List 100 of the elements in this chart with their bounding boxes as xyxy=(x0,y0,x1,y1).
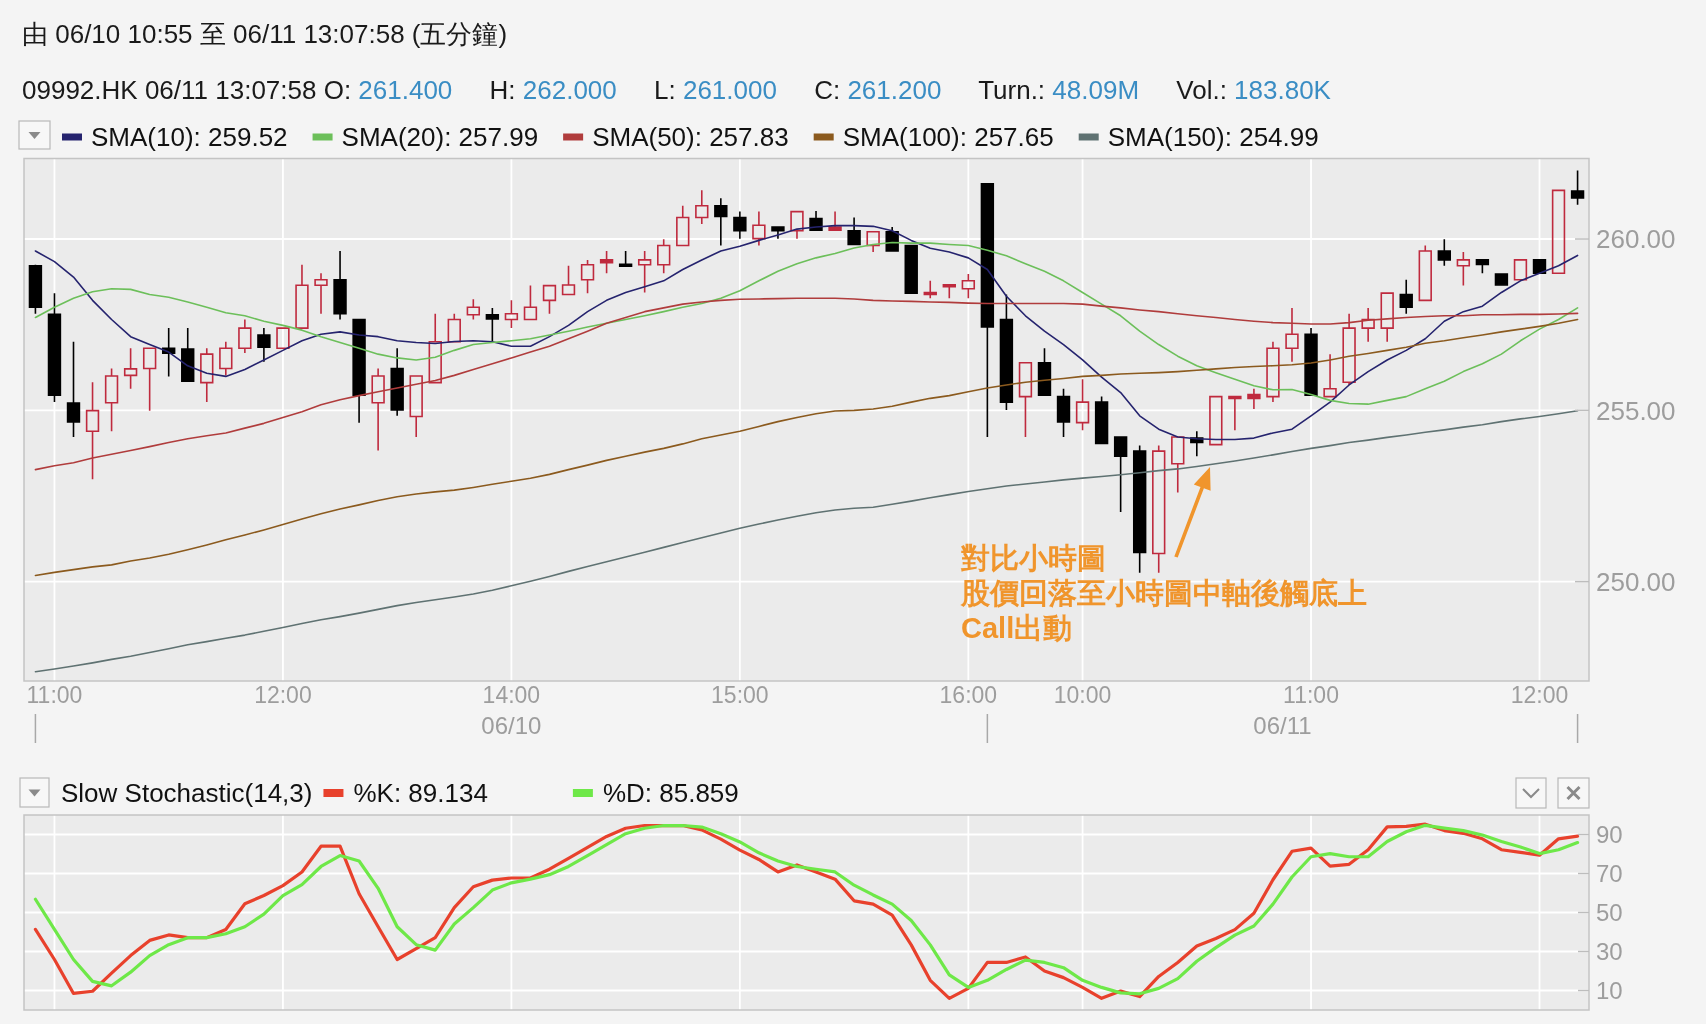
legend-label: SMA(10): 259.52 xyxy=(91,122,288,152)
candlestick xyxy=(885,226,899,252)
candlestick xyxy=(523,284,538,321)
candlestick xyxy=(866,231,880,253)
text: 06/10 xyxy=(481,712,542,739)
annotation: 股價回落至小時圖中軸後觸底上 xyxy=(960,577,1367,609)
candlestick xyxy=(123,347,138,390)
candlestick xyxy=(847,216,861,246)
text: 09992.HK 06/11 13:07:58 O: 261.400 H: 262.000 L: 261.000 C: 261.200 Turn.: 48.09M Vol.: 183.80K xyxy=(22,75,1331,105)
annotation: 對比小時圖 xyxy=(960,542,1106,574)
candlestick xyxy=(1532,259,1547,275)
candlestick xyxy=(371,367,385,452)
candlestick xyxy=(1570,169,1585,206)
y-tick-label: 260.00 xyxy=(1596,224,1676,255)
candlestick xyxy=(219,341,233,377)
candlestick xyxy=(1209,395,1223,446)
y-tick-label: 70 xyxy=(1596,860,1623,888)
candlestick xyxy=(1304,327,1318,397)
candlestick xyxy=(1132,444,1147,574)
candlestick xyxy=(66,341,81,438)
candlestick xyxy=(1323,353,1337,398)
candlestick xyxy=(352,318,366,424)
candlestick xyxy=(1113,436,1128,513)
candlestick xyxy=(104,367,119,433)
candlestick xyxy=(599,250,614,275)
candlestick xyxy=(961,273,976,300)
candlestick xyxy=(428,312,442,384)
candlestick xyxy=(1342,312,1356,386)
candlestick xyxy=(466,298,481,321)
candlestick xyxy=(409,375,423,438)
line-series xyxy=(34,318,1579,577)
candlestick xyxy=(295,263,309,329)
candlestick xyxy=(1361,307,1375,343)
x-tick-label: 16:00 xyxy=(939,682,998,708)
annotation: Call出動 xyxy=(961,612,1073,644)
x-tick-label: 12:00 xyxy=(254,682,312,708)
candlestick xyxy=(485,307,500,343)
legend-label: %D: 85.859 xyxy=(602,778,739,808)
x-tick-label: 10:00 xyxy=(1053,682,1112,708)
candlestick xyxy=(85,381,100,480)
x-tick-label: 11:00 xyxy=(26,682,83,708)
candlestick xyxy=(181,327,195,382)
candlestick xyxy=(1418,244,1432,302)
candlestick xyxy=(47,292,62,403)
candlestick xyxy=(257,327,271,363)
chart-title: 由 06/10 10:55 至 06/11 13:07:58 (五分鐘) xyxy=(22,19,508,49)
y-tick-label: 90 xyxy=(1596,821,1623,849)
candlestick xyxy=(695,189,709,225)
candlestick xyxy=(637,250,652,294)
candlestick xyxy=(238,318,252,354)
candlestick xyxy=(1094,395,1109,445)
line-series xyxy=(34,224,1579,441)
x-tick-label: 14:00 xyxy=(482,682,541,708)
y-tick-label: 50 xyxy=(1596,899,1623,927)
line-series xyxy=(34,409,1579,673)
legend-label: SMA(50): 257.83 xyxy=(592,122,789,152)
candlestick xyxy=(618,250,633,268)
candlestick xyxy=(1513,259,1528,282)
candlestick xyxy=(504,299,519,329)
y-tick-label: 250.00 xyxy=(1596,567,1676,597)
candlestick xyxy=(923,280,937,300)
candlestick xyxy=(1056,387,1071,438)
candlestick xyxy=(142,347,157,412)
candlestick xyxy=(1171,436,1185,494)
candlestick xyxy=(1285,307,1299,363)
legend-label: SMA(100): 257.65 xyxy=(842,122,1054,152)
candlestick xyxy=(1152,444,1166,574)
candlestick xyxy=(1494,273,1509,286)
line-series xyxy=(34,241,1579,405)
x-tick-label: 15:00 xyxy=(711,682,769,708)
candlestick xyxy=(657,238,671,275)
candlestick xyxy=(771,226,785,240)
candlestick xyxy=(1075,378,1090,431)
candlestick xyxy=(676,204,690,247)
candlestick xyxy=(1018,361,1033,438)
candlestick xyxy=(200,347,214,403)
candlestick xyxy=(1399,278,1413,315)
y-tick-label: 30 xyxy=(1596,938,1623,966)
y-tick-label: 10 xyxy=(1596,977,1623,1005)
candlestick xyxy=(942,283,956,300)
candlestick xyxy=(1266,341,1280,403)
candlestick xyxy=(1380,292,1394,343)
candlestick xyxy=(1475,259,1490,275)
legend-label: SMA(150): 254.99 xyxy=(1107,122,1319,152)
legend-label: %K: 89.134 xyxy=(353,778,488,808)
candlestick xyxy=(28,263,43,315)
candlestick xyxy=(1247,387,1261,410)
candlestick xyxy=(1437,238,1452,267)
candlestick xyxy=(790,210,804,240)
candlestick xyxy=(580,259,595,294)
x-tick-label: 11:00 xyxy=(1283,682,1339,708)
line-series xyxy=(34,297,1579,471)
candlestick xyxy=(904,244,918,294)
candlestick xyxy=(733,210,747,240)
candlestick xyxy=(1551,189,1566,275)
candlestick xyxy=(1228,395,1242,431)
chart-title: Slow Stochastic(14,3) xyxy=(61,778,313,808)
legend-label: SMA(20): 257.99 xyxy=(341,122,539,152)
y-tick-label: 255.00 xyxy=(1596,395,1676,426)
candlestick xyxy=(542,284,557,315)
